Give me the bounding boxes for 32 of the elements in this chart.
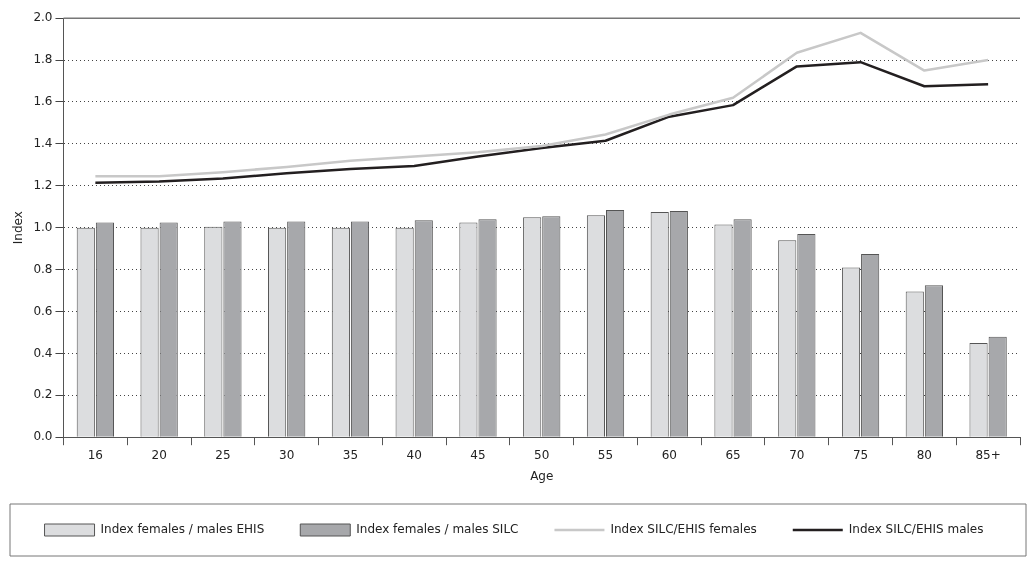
y-tick-label: 1.2 <box>33 177 53 192</box>
x-axis-title: Age <box>530 468 554 483</box>
x-tick-label: 70 <box>789 447 805 462</box>
y-tick-label: 0.2 <box>33 387 53 402</box>
legend-label: Index females / males EHIS <box>100 522 265 537</box>
y-tick-label: 0.8 <box>33 261 53 276</box>
legend-label: Index SILC/EHIS females <box>610 522 757 537</box>
x-tick-label: 60 <box>661 447 677 462</box>
x-tick-label: 35 <box>342 447 359 462</box>
y-axis-title: Index <box>11 211 26 245</box>
legend-label: Index females / males SILC <box>356 522 519 537</box>
x-tick-label: 40 <box>406 447 422 462</box>
legend-label: Index SILC/EHIS males <box>848 522 984 537</box>
y-tick-label: 1.6 <box>33 94 53 109</box>
x-tick-label: 65 <box>725 447 741 462</box>
x-tick-label: 20 <box>151 447 167 462</box>
y-tick-label: 0.0 <box>33 429 53 444</box>
x-tick-label: 16 <box>87 447 104 462</box>
x-tick-label: 80 <box>916 447 932 462</box>
y-tick-label: 2.0 <box>33 10 53 25</box>
x-tick-label: 55 <box>597 447 614 462</box>
y-tick-label: 0.4 <box>33 345 53 360</box>
y-tick-label: 1.0 <box>33 219 53 234</box>
x-tick-label: 30 <box>279 447 295 462</box>
x-tick-label: 50 <box>534 447 550 462</box>
x-tick-label: 45 <box>470 447 486 462</box>
x-tick-label: 25 <box>215 447 231 462</box>
y-tick-label: 1.4 <box>33 136 53 151</box>
y-tick-label: 1.8 <box>33 52 53 67</box>
x-tick-label: 85+ <box>975 447 1001 462</box>
y-tick-label: 0.6 <box>33 303 53 318</box>
x-tick-label: 75 <box>852 447 869 462</box>
